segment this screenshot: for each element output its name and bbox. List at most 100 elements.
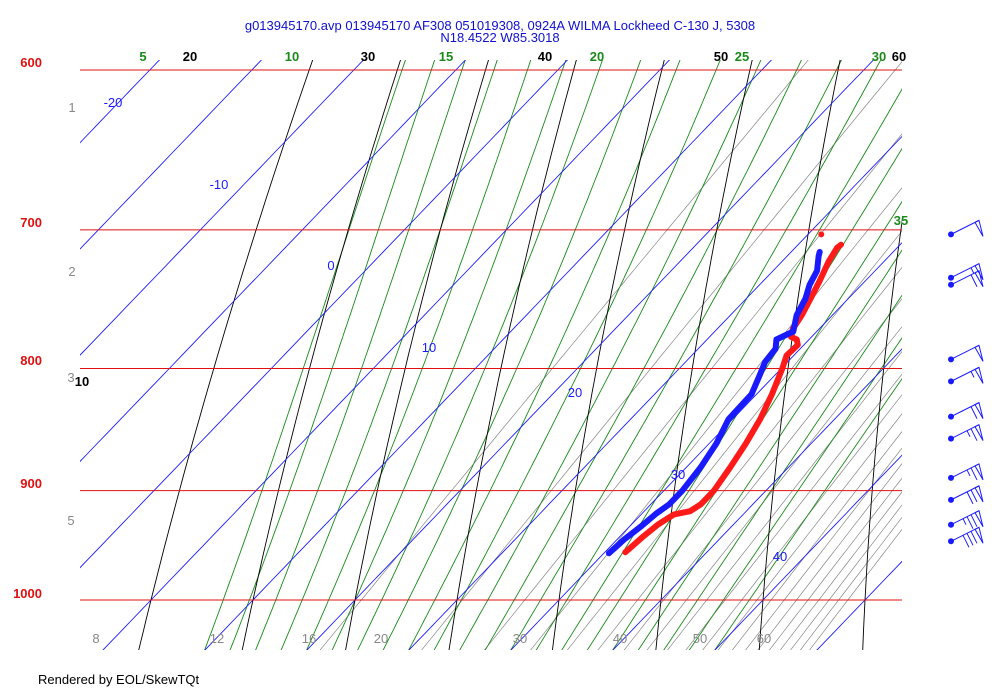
- isotherm-line: [80, 60, 467, 463]
- isotherm-line: [714, 454, 902, 650]
- moist-adiabat-line: [433, 60, 721, 650]
- moist-label-35: 35: [894, 213, 908, 228]
- isotherm-label-30: 30: [671, 467, 685, 482]
- chart-title-line-1: g013945170.avp 013945170 AF308 051019308…: [244, 18, 756, 33]
- moist-adiabat-line: [382, 60, 642, 650]
- moist-label-30: 30: [872, 49, 886, 64]
- wind-barb: [948, 485, 984, 505]
- isotherm-label-10: 10: [422, 340, 436, 355]
- moist-adiabat-line: [586, 147, 902, 650]
- wind-barb: [948, 423, 984, 442]
- pressure-label-600: 600: [20, 55, 42, 70]
- pressure-label-800: 800: [20, 353, 42, 368]
- moist-adiabat-line: [484, 60, 802, 650]
- moist-adiabat-line: [229, 60, 436, 650]
- wind-barb-staff: [950, 344, 980, 360]
- moist-adiabat-line: [204, 60, 406, 650]
- dry-adiabat-line: [655, 60, 753, 650]
- wind-barb-staff: [950, 270, 980, 286]
- moist-adiabat-line: [637, 249, 902, 650]
- pressure-label-900: 900: [20, 476, 42, 491]
- dry-adiabat-line: [448, 60, 577, 650]
- moist-adiabat-line: [714, 377, 902, 650]
- moist-label-10: 10: [285, 49, 299, 64]
- chart-title-line-2: N18.4522 W85.3018: [440, 30, 560, 45]
- wind-barb-pennant: [974, 463, 984, 481]
- isotherm-line: [0, 0, 117, 651]
- mixing-ratio-line: [623, 298, 902, 650]
- mixing-ratio-line: [484, 133, 902, 650]
- isotherm-line: [204, 60, 773, 650]
- dry-label-30: 30: [361, 49, 375, 64]
- height-label-5: 5: [67, 513, 74, 528]
- isotherm-line: [408, 135, 902, 650]
- wind-barb-staff: [950, 526, 980, 542]
- mixing-ratio-line: [319, 60, 809, 650]
- isotherm-line: [612, 348, 902, 650]
- wind-barb: [948, 219, 984, 238]
- mixing-ratio-lines: [319, 60, 902, 650]
- isotherm-line: [816, 560, 902, 650]
- wind-barb-flag: [962, 535, 970, 548]
- dry-adiabat-line: [345, 60, 489, 650]
- wind-barbs: [948, 219, 984, 548]
- isotherm-label-20: 20: [568, 385, 582, 400]
- dry-adiabat-line: [966, 0, 1000, 651]
- mixing-label-20: 20: [374, 631, 388, 646]
- isotherm-line: [102, 60, 671, 650]
- dry-adiabat-line: [862, 218, 902, 650]
- dry-label-20: 20: [183, 49, 197, 64]
- mixing-label-12: 12: [210, 631, 224, 646]
- wind-barb-flag: [970, 489, 978, 503]
- moist-adiabat-line: [535, 60, 882, 650]
- isotherm-line: [510, 242, 902, 650]
- wind-barb: [948, 401, 984, 420]
- wind-barb-half-flag: [962, 518, 967, 525]
- mixing-ratio-line: [779, 491, 902, 650]
- mixing-ratio-line: [685, 373, 902, 650]
- moist-label-20: 20: [590, 49, 604, 64]
- dewpoint-profile: [605, 248, 823, 557]
- dry-label-60: 60: [892, 49, 906, 64]
- isotherm-label-m20: -20: [104, 95, 123, 110]
- moist-label-5: 5: [139, 49, 146, 64]
- temperature-extra-point: [818, 231, 825, 238]
- mixing-ratio-line: [731, 431, 902, 650]
- dry-adiabat-line: [552, 60, 665, 650]
- wind-barb-pennant: [974, 270, 984, 288]
- footer-credit: Rendered by EOL/SkewTQt: [38, 672, 200, 687]
- wind-barb: [948, 463, 984, 481]
- wind-barb-flag: [970, 514, 978, 527]
- isobars: [80, 69, 902, 601]
- wind-barb-flag: [970, 428, 978, 441]
- dry-adiabat-line: [241, 60, 401, 650]
- wind-barb-pennant: [974, 526, 984, 544]
- moist-adiabat-line: [459, 60, 762, 650]
- moist-adiabat-line: [306, 60, 532, 650]
- mixing-label-50: 50: [693, 631, 707, 646]
- wind-barb: [948, 344, 984, 363]
- mixing-ratio-line: [717, 413, 902, 650]
- wind-barb-staff: [950, 424, 980, 440]
- mixing-label-30: 30: [513, 631, 527, 646]
- height-label-1: 1: [68, 100, 75, 115]
- wind-barb-staff: [950, 485, 980, 501]
- mixing-ratio-line: [809, 528, 902, 650]
- height-label-3: 3: [67, 370, 74, 385]
- mixing-ratio-line: [667, 351, 902, 650]
- wind-barb-half-flag: [970, 267, 975, 274]
- dry-label-40: 40: [538, 49, 552, 64]
- wind-barb-staff: [950, 463, 980, 479]
- sounding-profiles: [605, 231, 844, 557]
- wind-barb-flag: [970, 531, 978, 544]
- height-label-2: 2: [68, 264, 75, 279]
- moist-label-25: 25: [735, 49, 749, 64]
- wind-barb-flag: [970, 274, 978, 288]
- isotherm-label-40: 40: [773, 549, 787, 564]
- mixing-ratio-line: [757, 463, 902, 650]
- moist-adiabat-line: [612, 200, 902, 650]
- moist-adiabat-line: [561, 88, 902, 650]
- wind-barb-pennant: [974, 219, 984, 237]
- mixing-ratio-line: [421, 61, 902, 650]
